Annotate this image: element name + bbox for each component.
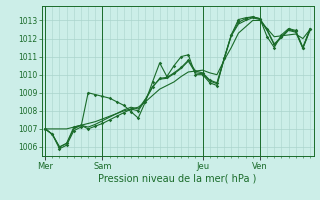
X-axis label: Pression niveau de la mer( hPa ): Pression niveau de la mer( hPa ) — [99, 173, 257, 183]
